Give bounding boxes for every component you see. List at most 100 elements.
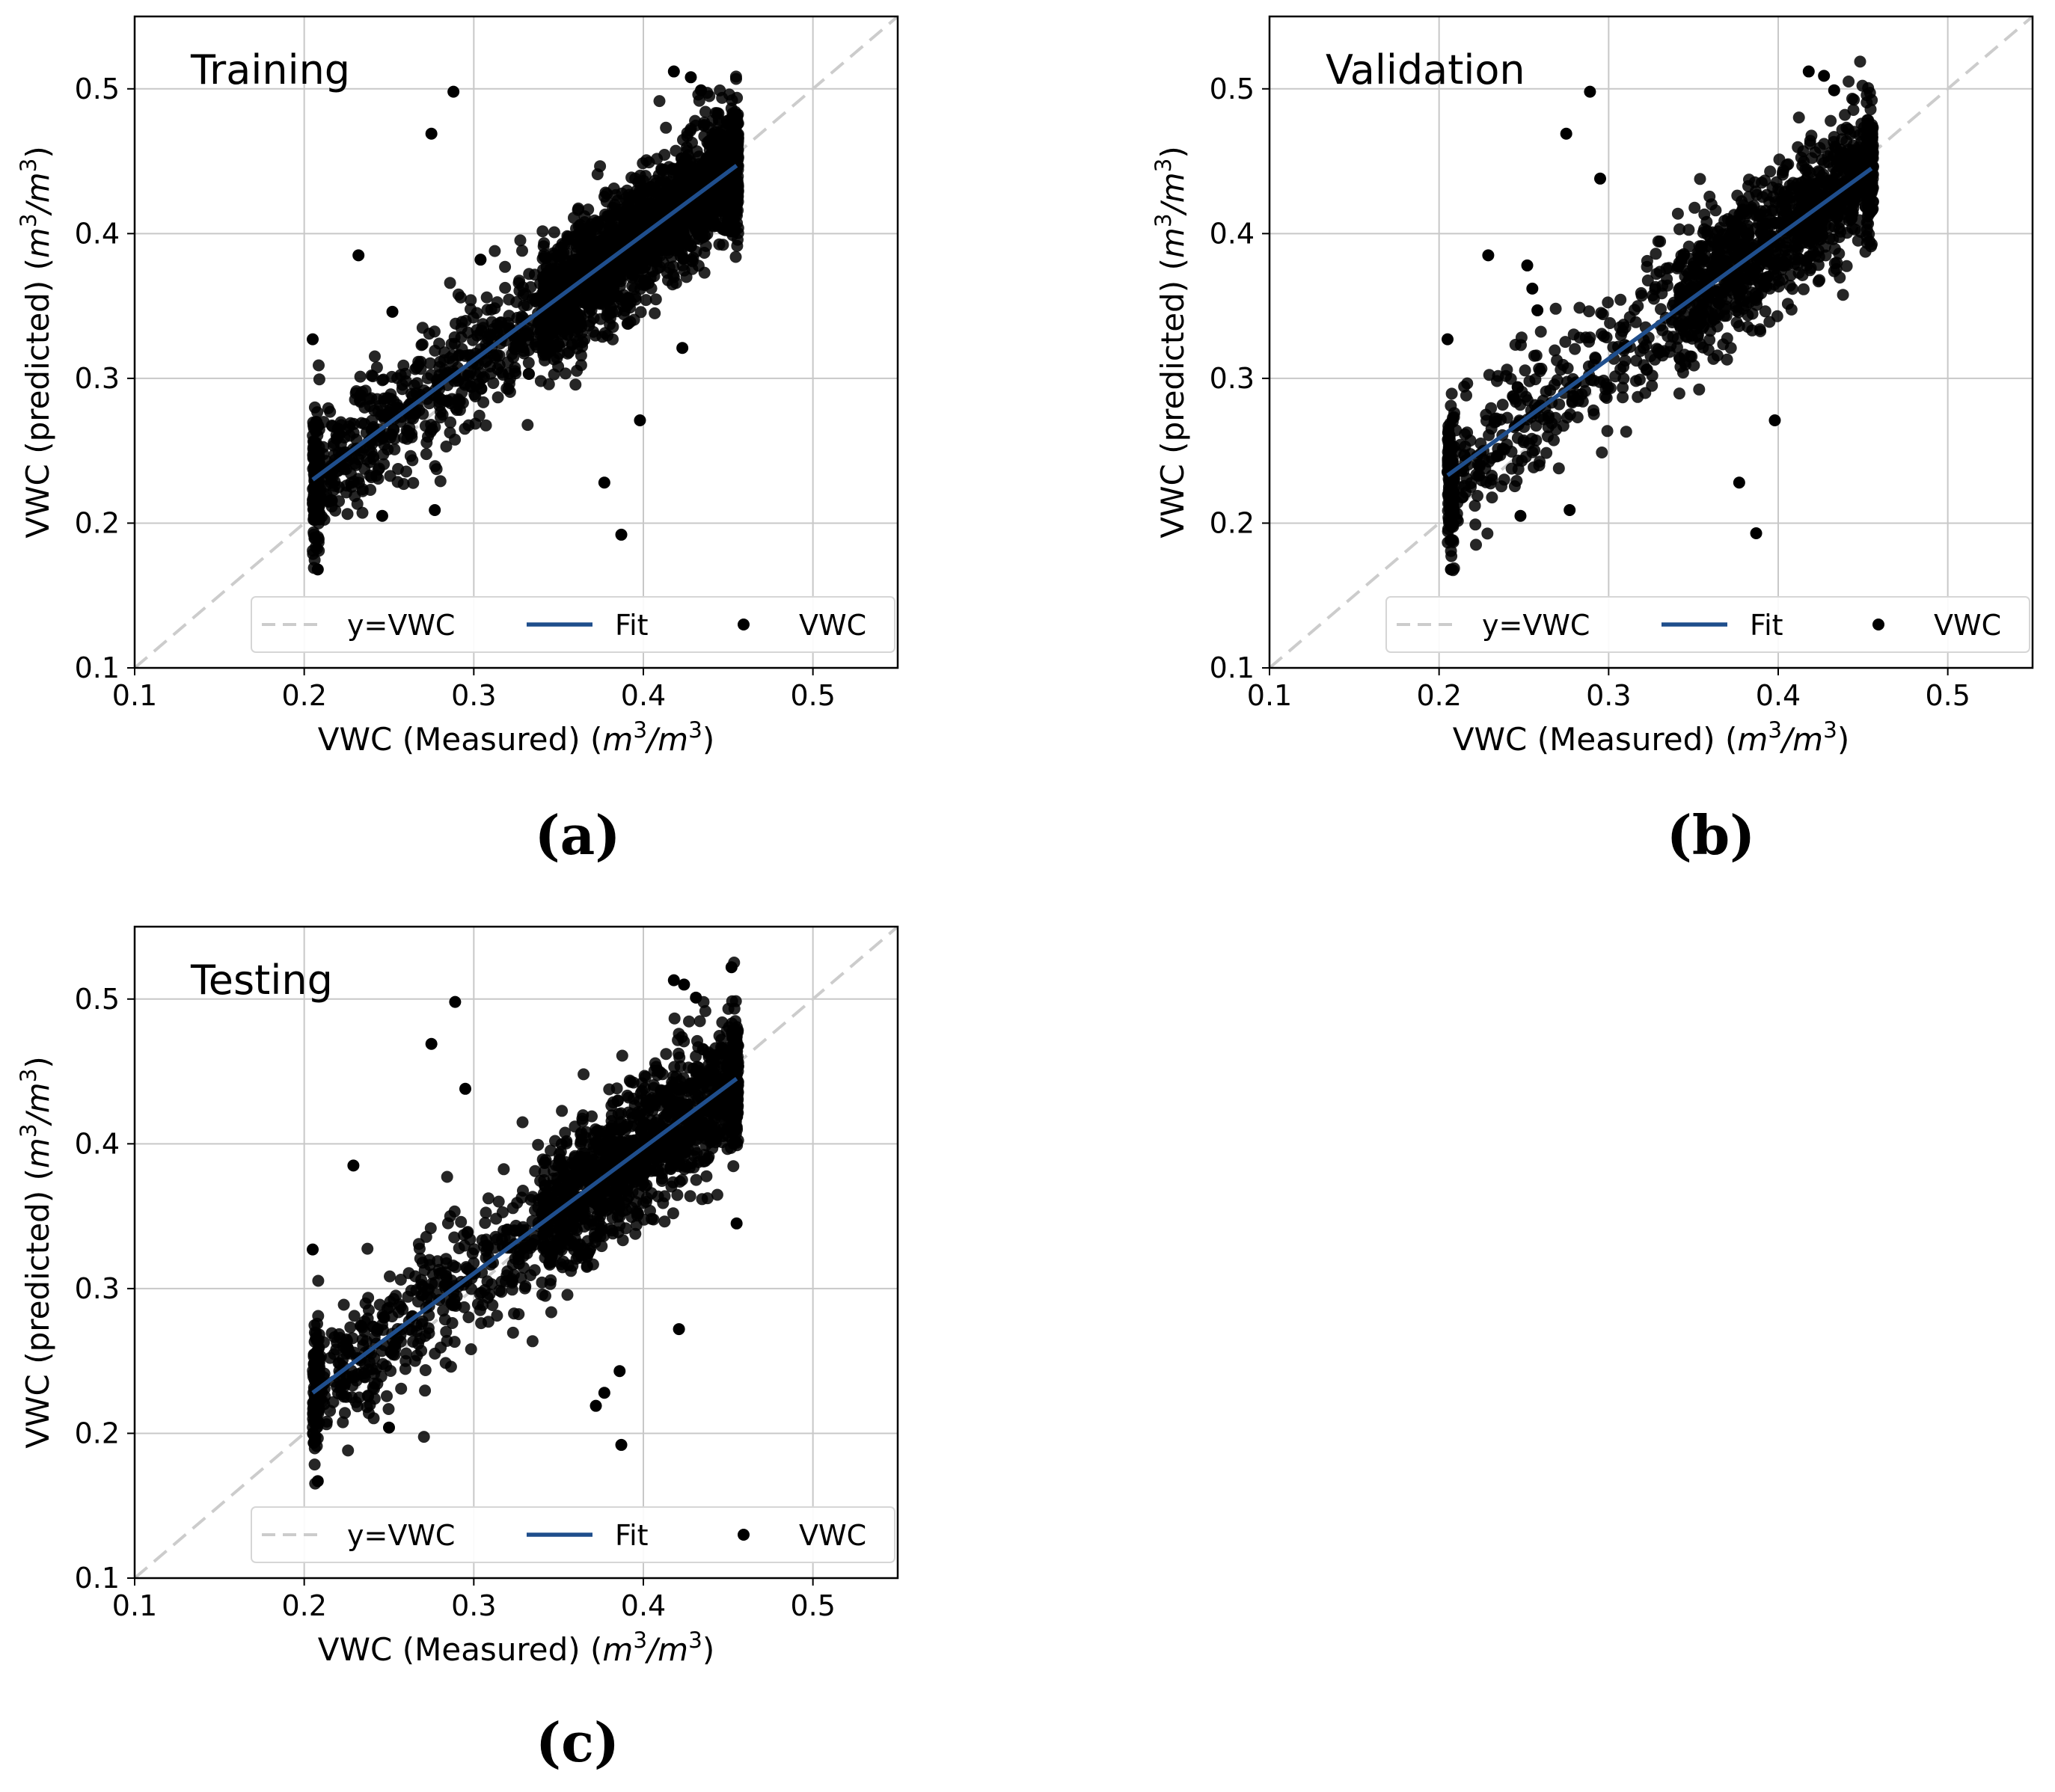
data-point bbox=[1528, 461, 1540, 473]
data-point bbox=[666, 221, 679, 233]
data-point bbox=[1596, 447, 1608, 458]
data-point bbox=[465, 303, 477, 316]
data-point bbox=[428, 325, 441, 338]
data-point bbox=[711, 107, 723, 120]
y-tick-label: 0.2 bbox=[1210, 506, 1255, 539]
data-point bbox=[367, 370, 379, 383]
data-point bbox=[551, 243, 564, 255]
y-tick-label: 0.4 bbox=[1210, 217, 1255, 250]
data-point bbox=[499, 281, 512, 294]
data-point bbox=[629, 1227, 642, 1240]
data-point bbox=[1674, 322, 1687, 334]
data-point bbox=[1571, 411, 1584, 423]
data-point bbox=[1819, 249, 1832, 262]
data-point bbox=[1759, 174, 1771, 187]
data-point bbox=[564, 263, 577, 276]
data-point bbox=[1470, 468, 1483, 481]
data-point bbox=[369, 350, 381, 363]
data-point bbox=[1569, 343, 1581, 355]
x-tick-label: 0.3 bbox=[1586, 679, 1631, 712]
data-point bbox=[1671, 207, 1684, 220]
data-point bbox=[586, 1110, 598, 1123]
data-point bbox=[456, 386, 468, 399]
data-point bbox=[539, 354, 551, 366]
data-point bbox=[548, 226, 560, 239]
data-point bbox=[675, 242, 687, 255]
outlier-point bbox=[598, 476, 610, 489]
y-tick-label: 0.5 bbox=[75, 73, 120, 105]
data-point bbox=[1720, 282, 1733, 295]
data-point bbox=[693, 94, 705, 107]
data-point bbox=[1847, 186, 1860, 198]
data-point bbox=[611, 221, 624, 234]
data-point bbox=[436, 408, 449, 421]
data-point bbox=[1828, 197, 1840, 209]
data-point bbox=[419, 1384, 432, 1397]
data-point bbox=[354, 370, 367, 383]
data-point bbox=[569, 378, 582, 391]
data-point bbox=[1754, 227, 1767, 239]
data-point bbox=[563, 346, 575, 358]
data-point bbox=[626, 189, 639, 202]
data-point bbox=[1549, 344, 1561, 357]
chart-title: Validation bbox=[1326, 46, 1525, 93]
data-point bbox=[566, 313, 578, 325]
data-point bbox=[370, 470, 383, 482]
data-point bbox=[1650, 343, 1663, 355]
data-point bbox=[1471, 490, 1483, 502]
data-point bbox=[424, 357, 436, 369]
data-point bbox=[616, 1049, 628, 1062]
data-point bbox=[1828, 242, 1841, 255]
data-point bbox=[1825, 114, 1837, 127]
data-point bbox=[1537, 413, 1550, 426]
data-point bbox=[1540, 447, 1553, 459]
outlier-point bbox=[1521, 259, 1534, 271]
data-point bbox=[1496, 399, 1509, 411]
data-point bbox=[1847, 146, 1860, 159]
x-tick-label: 0.4 bbox=[621, 679, 666, 712]
fit-line bbox=[311, 164, 738, 482]
data-point bbox=[396, 378, 408, 391]
data-point bbox=[364, 484, 377, 496]
data-point bbox=[1843, 76, 1855, 88]
data-point bbox=[310, 463, 322, 476]
data-point bbox=[419, 420, 432, 432]
data-point bbox=[591, 215, 604, 228]
data-point bbox=[700, 1170, 713, 1182]
data-point bbox=[540, 277, 553, 289]
data-point bbox=[667, 260, 680, 273]
outlier-point bbox=[1564, 504, 1576, 517]
data-point bbox=[606, 306, 619, 319]
data-point bbox=[651, 153, 664, 165]
data-point bbox=[538, 251, 551, 263]
outlier-point bbox=[1733, 476, 1745, 489]
data-point bbox=[1804, 262, 1817, 274]
data-point bbox=[726, 204, 739, 217]
data-point bbox=[619, 201, 632, 214]
data-point bbox=[312, 536, 325, 549]
data-point bbox=[1694, 337, 1706, 350]
data-point bbox=[313, 373, 325, 386]
data-point bbox=[445, 338, 458, 350]
data-point bbox=[452, 288, 465, 301]
data-point bbox=[1604, 317, 1617, 329]
outlier-point bbox=[676, 342, 689, 355]
data-point bbox=[1865, 124, 1878, 137]
data-point bbox=[1602, 296, 1614, 309]
data-point bbox=[1688, 359, 1700, 372]
data-point bbox=[532, 1138, 545, 1151]
data-point bbox=[528, 1264, 541, 1277]
data-point bbox=[672, 231, 685, 243]
data-point bbox=[1491, 449, 1503, 462]
data-point bbox=[401, 432, 414, 445]
data-point bbox=[416, 322, 429, 334]
data-point bbox=[1837, 289, 1849, 301]
legend-fit-label: Fit bbox=[1750, 609, 1783, 642]
data-point bbox=[1470, 538, 1482, 551]
data-point bbox=[692, 260, 705, 272]
data-point bbox=[713, 147, 726, 159]
data-point bbox=[660, 1048, 673, 1061]
data-point bbox=[1773, 153, 1786, 166]
data-point bbox=[575, 349, 587, 362]
